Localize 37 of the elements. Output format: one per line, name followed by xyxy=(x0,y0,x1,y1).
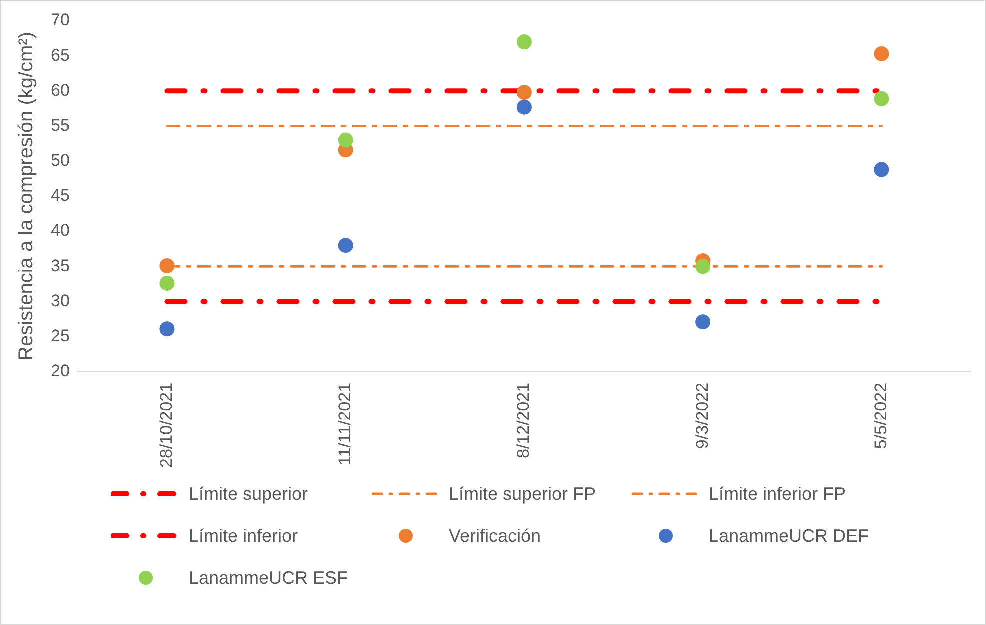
legend-label: Verificación xyxy=(449,526,542,546)
y-tick-label: 30 xyxy=(50,291,70,310)
point xyxy=(516,100,532,115)
y-tick-label: 60 xyxy=(50,80,70,100)
point xyxy=(160,322,175,337)
point xyxy=(160,258,175,274)
y-tick-label: 65 xyxy=(50,46,70,65)
x-tick-label: 28/10/2021 xyxy=(156,382,176,468)
y-tick-label: 20 xyxy=(50,362,70,381)
point xyxy=(874,162,890,178)
y-tick-label: 45 xyxy=(50,186,70,206)
point xyxy=(338,238,354,254)
legend-label: LanammeUCR ESF xyxy=(189,568,348,588)
point xyxy=(696,314,711,330)
y-tick-label: 40 xyxy=(50,221,70,240)
legend-label: Límite superior FP xyxy=(449,484,596,504)
x-tick-label: 9/3/2022 xyxy=(692,382,712,450)
x-tick-label: 11/11/2021 xyxy=(336,382,355,466)
point xyxy=(874,46,890,62)
y-tick-label: 50 xyxy=(50,151,70,170)
point xyxy=(696,259,711,274)
point xyxy=(516,85,532,100)
point xyxy=(874,91,890,106)
legend-label: Límite inferior FP xyxy=(709,484,846,504)
y-tick-label: 35 xyxy=(50,256,70,276)
x-tick-label: 8/12/2021 xyxy=(514,382,534,459)
x-tick-label: 5/5/2022 xyxy=(871,382,890,450)
y-tick-label: 70 xyxy=(50,10,70,30)
legend-label: Límite inferior xyxy=(189,526,298,546)
point xyxy=(516,34,532,50)
y-tick-label: 25 xyxy=(50,326,70,346)
legend-label: LanammeUCR DEF xyxy=(709,526,870,546)
legend-label: Límite superior xyxy=(189,484,308,504)
point xyxy=(338,132,354,148)
y-tick-label: 55 xyxy=(50,116,70,135)
point xyxy=(160,276,175,291)
y-axis-title: Resistencia a la compresión (kg/cm²) xyxy=(16,32,38,361)
